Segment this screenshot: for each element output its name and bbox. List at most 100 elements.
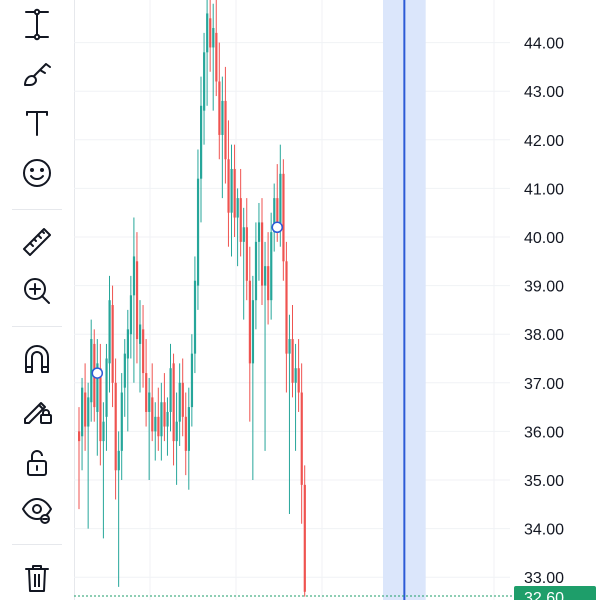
candle-body bbox=[270, 232, 273, 301]
drawing-toolbar bbox=[0, 0, 75, 600]
price-axis-tick-label: 40.00 bbox=[524, 230, 564, 247]
candle-body bbox=[257, 222, 261, 242]
candle-body bbox=[172, 363, 175, 442]
unlock-icon bbox=[20, 445, 54, 484]
price-axis-tick-label: 38.00 bbox=[524, 327, 564, 344]
candle-body bbox=[224, 100, 227, 160]
candle-body bbox=[184, 416, 187, 451]
candle-body bbox=[251, 300, 255, 364]
candle-body bbox=[123, 353, 126, 388]
chart-markers bbox=[91, 221, 283, 379]
last-price-label: 32.60 bbox=[514, 586, 596, 600]
candle-body bbox=[151, 397, 154, 432]
candle-body bbox=[291, 339, 294, 383]
candle-body bbox=[215, 32, 218, 82]
candle-body bbox=[187, 407, 190, 451]
candle-body bbox=[276, 198, 279, 228]
event-marker[interactable] bbox=[91, 367, 104, 379]
delete-tool-button[interactable] bbox=[13, 558, 61, 602]
candle-body bbox=[81, 387, 84, 437]
candle-body bbox=[203, 52, 206, 111]
candle-body bbox=[132, 256, 136, 296]
smiley-icon bbox=[20, 156, 54, 195]
candle-body bbox=[233, 168, 236, 218]
candle-body bbox=[126, 329, 129, 359]
candle-body bbox=[96, 363, 99, 412]
toolbar-divider bbox=[12, 326, 62, 327]
candle-body bbox=[227, 159, 230, 213]
candle-body bbox=[129, 295, 133, 335]
trash-icon bbox=[20, 561, 54, 600]
last-price-label-text: 32.60 bbox=[524, 590, 564, 600]
hide-tool-button[interactable] bbox=[13, 489, 61, 533]
price-axis-tick-label: 42.00 bbox=[524, 133, 564, 150]
magnet-icon bbox=[20, 342, 54, 381]
price-axis-tick-label: 34.00 bbox=[524, 522, 564, 539]
candle-body bbox=[166, 411, 169, 427]
candle-body bbox=[264, 266, 267, 286]
candle-body bbox=[294, 368, 297, 383]
price-axis-tick-label: 39.00 bbox=[524, 279, 564, 296]
candle-body bbox=[87, 397, 90, 427]
chart-grid bbox=[74, 0, 510, 600]
emoji-tool-button[interactable] bbox=[13, 153, 61, 197]
candle-body bbox=[108, 300, 111, 364]
price-axis-tick-label: 45.00 bbox=[524, 0, 564, 4]
brush-icon bbox=[20, 57, 54, 96]
candle-body bbox=[285, 261, 288, 354]
lock-tool-button[interactable] bbox=[13, 442, 61, 486]
last-price-label-bg bbox=[514, 586, 596, 600]
candle-body bbox=[154, 416, 157, 432]
eye-icon bbox=[20, 492, 54, 531]
candle-body bbox=[254, 241, 258, 301]
candle-body bbox=[300, 392, 303, 485]
candle-body bbox=[175, 421, 178, 442]
candle-body bbox=[288, 339, 291, 354]
price-axis-tick-label: 43.00 bbox=[524, 84, 564, 101]
measure-tool-button[interactable] bbox=[13, 4, 61, 48]
candle-body bbox=[90, 339, 93, 403]
candle-body bbox=[196, 178, 200, 286]
ruler-icon bbox=[20, 225, 54, 264]
ruler-tool-button[interactable] bbox=[13, 222, 61, 266]
candle-body bbox=[236, 198, 239, 218]
candle-body bbox=[221, 100, 224, 135]
candle-body bbox=[157, 416, 160, 437]
price-axis-tick-label: 44.00 bbox=[524, 36, 564, 53]
candle-body bbox=[111, 305, 114, 383]
price-axis-tick-label: 41.00 bbox=[524, 181, 564, 198]
candle-body bbox=[245, 227, 248, 281]
candle-body bbox=[206, 13, 209, 53]
lock-drawings-tool-button[interactable] bbox=[13, 390, 61, 434]
price-axis[interactable]: 33.00 34.00 35.00 36.00 37.00 38.00 39.00 40.00… bbox=[524, 0, 564, 587]
zoom-tool-button[interactable] bbox=[13, 271, 61, 315]
candle-body bbox=[160, 402, 163, 437]
event-marker[interactable] bbox=[271, 221, 283, 234]
toolbar-divider bbox=[12, 209, 62, 210]
text-tool-button[interactable] bbox=[13, 103, 61, 147]
price-chart[interactable]: 33.00 34.00 35.00 36.00 37.00 38.00 39.00 40.00… bbox=[74, 0, 600, 600]
price-axis-tick-label: 36.00 bbox=[524, 424, 564, 441]
candle-body bbox=[297, 368, 300, 393]
candle-body bbox=[248, 280, 251, 364]
candle-body bbox=[163, 402, 166, 427]
candle-body bbox=[279, 173, 282, 228]
candle-body bbox=[218, 81, 221, 135]
brush-tool-button[interactable] bbox=[13, 54, 61, 98]
candle-body bbox=[105, 358, 108, 417]
candle-body bbox=[178, 382, 181, 422]
candle-body bbox=[212, 28, 215, 48]
candle-body bbox=[190, 353, 194, 408]
candle-body bbox=[102, 421, 105, 442]
zoom-in-icon bbox=[20, 274, 54, 313]
magnet-tool-button[interactable] bbox=[13, 339, 61, 383]
candle-body bbox=[242, 227, 245, 242]
candle-body bbox=[193, 280, 197, 354]
price-axis-tick-label: 33.00 bbox=[524, 570, 564, 587]
candle-body bbox=[148, 392, 151, 412]
candle-body bbox=[209, 18, 212, 48]
candle-body bbox=[114, 382, 117, 471]
candle-body bbox=[78, 431, 81, 442]
candle-body bbox=[181, 382, 184, 417]
pencil-lock-icon bbox=[20, 393, 54, 432]
